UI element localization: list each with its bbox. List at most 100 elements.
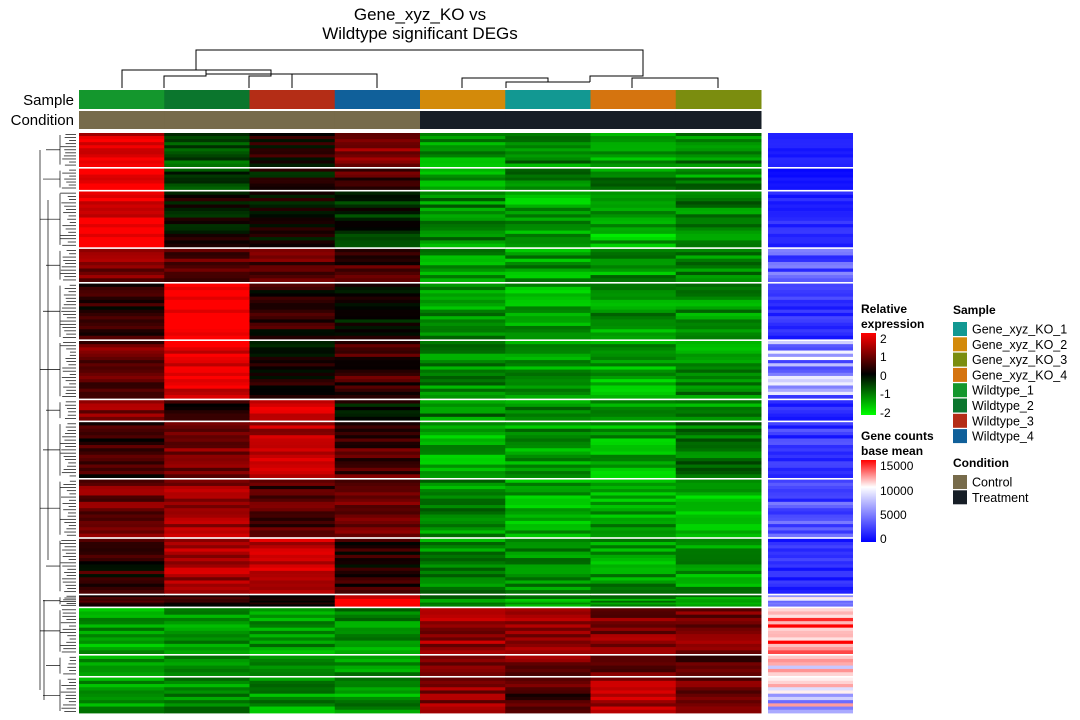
heatmap-cell [334, 637, 421, 642]
heatmap-cell [420, 293, 506, 298]
heatmap-cell [675, 160, 762, 164]
heatmap-cell [249, 471, 336, 475]
heatmap-cell [249, 363, 336, 367]
basemean-cell [768, 136, 853, 140]
heatmap-cell [79, 385, 165, 390]
heatmap-cell [505, 662, 591, 666]
heatmap-cell [675, 191, 762, 196]
heatmap-cell [249, 388, 336, 393]
expression-color-scale [861, 333, 876, 415]
heatmap-cell [334, 621, 421, 625]
basemean-cell [768, 142, 853, 146]
heatmap-cell [590, 379, 677, 383]
heatmap-cell [505, 422, 591, 426]
basemean-cell [768, 624, 853, 629]
heatmap-cell [334, 511, 421, 515]
heatmap-cell [505, 706, 591, 711]
heatmap-cell [334, 369, 421, 374]
basemean-cell [768, 597, 853, 600]
heatmap-cell [420, 177, 506, 181]
heatmap-cell [79, 570, 165, 575]
basemean-cell [768, 335, 853, 340]
heatmap-cell [79, 243, 165, 248]
heatmap-cell [249, 643, 336, 648]
heatmap-cell [505, 375, 591, 380]
heatmap-cell [590, 347, 677, 351]
heatmap-cell [79, 548, 165, 553]
heatmap-cell [590, 400, 677, 404]
heatmap-cell [249, 133, 336, 137]
heatmap-cell [79, 647, 165, 651]
heatmap-cell [79, 240, 165, 245]
heatmap-cell [505, 514, 591, 519]
heatmap-cell [675, 233, 762, 238]
heatmap-cell [79, 554, 165, 559]
heatmap-cell [675, 637, 762, 642]
heatmap-cell [675, 290, 762, 294]
heatmap-cell [334, 268, 421, 273]
heatmap-cell [505, 604, 591, 607]
heatmap-cell [590, 306, 677, 311]
heatmap-cell [164, 564, 250, 569]
heatmap-cell [334, 240, 421, 245]
basemean-cell [768, 696, 853, 701]
heatmap-cell [590, 471, 677, 475]
basemean-cell [768, 703, 853, 707]
heatmap-cell [79, 168, 165, 172]
heatmap-cell [79, 360, 165, 364]
heatmap-cell [164, 577, 250, 581]
heatmap-cell [420, 595, 506, 598]
heatmap-cell [164, 637, 250, 642]
heatmap-cell [79, 293, 165, 298]
heatmap-cell [334, 309, 421, 314]
heatmap-cell [79, 508, 165, 512]
heatmap-cell [164, 428, 250, 433]
heatmap-cell [334, 237, 421, 241]
heatmap-cell [505, 595, 591, 598]
heatmap-cell [590, 431, 677, 436]
heatmap-cell [79, 312, 165, 317]
heatmap-cell [164, 441, 250, 446]
heatmap-cell [249, 211, 336, 215]
heatmap-cell [164, 700, 250, 704]
basemean-cell [768, 151, 853, 155]
heatmap-cell [164, 554, 250, 559]
heatmap-cell [505, 369, 591, 374]
heatmap-cell [249, 577, 336, 581]
heatmap-cell [334, 306, 421, 311]
heatmap-cell [164, 379, 250, 383]
heatmap-cell [164, 590, 250, 594]
legend-tick-label: 15000 [880, 459, 914, 473]
heatmap-cell [590, 350, 677, 355]
heatmap-cell [249, 604, 336, 607]
heatmap-cell [590, 177, 677, 181]
heatmap-cell [420, 604, 506, 607]
heatmap-cell [249, 570, 336, 575]
heatmap-cell [675, 425, 762, 430]
legend-swatch [953, 352, 967, 367]
heatmap-cell [590, 511, 677, 515]
heatmap-cell [505, 243, 591, 248]
basemean-cell [768, 495, 853, 500]
heatmap-cell [334, 299, 421, 304]
row-dendrogram [39, 134, 76, 712]
heatmap-cell [505, 435, 591, 439]
heatmap-cell [164, 243, 250, 248]
heatmap-cell [79, 617, 165, 622]
heatmap-cell [675, 319, 762, 324]
heatmap-cell [79, 204, 165, 209]
heatmap-cell [505, 520, 591, 525]
heatmap-cell [79, 479, 165, 484]
heatmap-cell [590, 410, 677, 414]
heatmap-cell [675, 554, 762, 559]
heatmap-cell [590, 168, 677, 172]
heatmap-cell [420, 174, 506, 178]
heatmap-cell [249, 335, 336, 340]
heatmap-cell [249, 672, 336, 676]
heatmap-cell [164, 687, 250, 691]
heatmap-cell [675, 283, 762, 288]
legend-swatch [953, 475, 967, 489]
heatmap-cell [164, 268, 250, 273]
heatmap-cell [675, 709, 762, 714]
heatmap-cell [675, 454, 762, 459]
